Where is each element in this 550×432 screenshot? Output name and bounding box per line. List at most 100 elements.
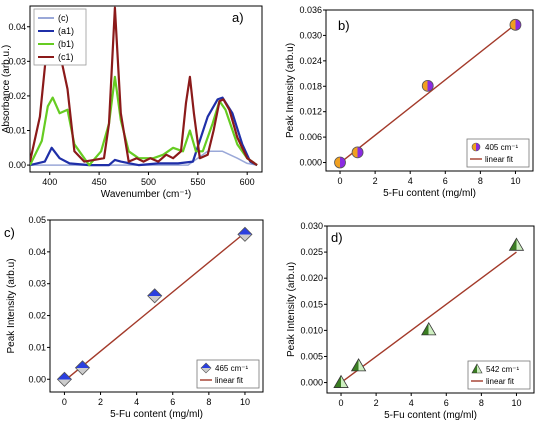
legend-entry: linear fit: [215, 376, 244, 385]
x-axis-label: 5-Fu content (mg/ml): [110, 409, 203, 420]
x-tick-label: 6: [170, 397, 175, 407]
plot-frame: [325, 9, 534, 172]
y-tick-label: 0.03: [28, 279, 46, 289]
data-point: [334, 156, 346, 169]
panel-c: 0 2 4 6 8 10 0.00 0.01 0.02 0.03 0.04 0.05 5-Fu cont…: [4, 215, 264, 420]
y-tick-label: 0.024: [299, 56, 322, 66]
legend-entry: (b1): [58, 39, 74, 49]
legend-box: [467, 360, 531, 390]
plot-frame: [29, 5, 263, 173]
data-point: [333, 374, 349, 388]
x-axis-label: 5-Fu content (mg/ml): [383, 188, 476, 199]
panel-label: c): [4, 225, 15, 240]
y-tick-label: 0.020: [300, 273, 323, 283]
legend-marker: [471, 142, 481, 152]
y-tick-label: 0.030: [299, 30, 322, 40]
x-tick-label: 10: [240, 397, 250, 407]
data-point: [421, 322, 437, 336]
plot-frame: [49, 219, 264, 393]
fit-line: [339, 23, 516, 164]
legend-entry: 405 cm⁻¹: [485, 143, 518, 152]
y-tick-label: 0.04: [8, 22, 26, 32]
y-tick-label: 0.010: [300, 325, 323, 335]
x-tick-label: 4: [409, 398, 414, 408]
x-tick-label: 8: [206, 397, 211, 407]
x-tick-label: 0: [339, 398, 344, 408]
y-tick-label: 0.036: [299, 5, 322, 15]
panel-b: 0 2 4 6 8 10 0.000 0.006 0.012 0.018 0.024 0.030 0.0…: [285, 5, 534, 199]
data-point: [147, 288, 163, 304]
y-tick-label: 0.018: [299, 81, 322, 91]
fit-line: [63, 232, 246, 382]
panel-label: a): [232, 10, 244, 25]
x-tick-label: 2: [98, 397, 103, 407]
panel-a: 400 450 500 550 600 0.00 0.01 0.02 0.03 0.04 Waven…: [1, 5, 263, 200]
data-point: [351, 146, 364, 159]
y-axis-label: Peak Intensity (arb.u): [6, 258, 17, 353]
legend-entry: 542 cm⁻¹: [486, 365, 519, 374]
legend-entry: linear fit: [485, 155, 514, 164]
y-tick-label: 0.01: [8, 126, 26, 136]
y-tick-label: 0.00: [28, 374, 46, 384]
x-tick-label: 8: [479, 398, 484, 408]
data-point: [56, 371, 73, 387]
legend-entry: (c1): [58, 52, 74, 62]
y-tick-label: 0.02: [28, 311, 46, 321]
plot-frame: [326, 225, 535, 394]
x-tick-label: 0: [338, 176, 343, 186]
x-axis-label: 5-Fu content (mg/ml): [384, 410, 477, 421]
legend-entry: 465 cm⁻¹: [215, 364, 248, 373]
x-tick-label: 2: [373, 176, 378, 186]
series-line: [30, 150, 258, 166]
y-tick-label: 0.005: [300, 351, 323, 361]
y-tick-label: 0.02: [8, 91, 26, 101]
x-tick-label: 6: [443, 176, 448, 186]
x-tick-label: 6: [444, 398, 449, 408]
legend-marker: [200, 362, 212, 374]
fit-line: [340, 251, 517, 384]
x-tick-label: 4: [134, 397, 139, 407]
panel-label: d): [331, 230, 343, 245]
x-tick-label: 400: [42, 177, 57, 187]
x-tick-label: 600: [240, 177, 255, 187]
data-point: [237, 226, 253, 242]
y-tick-label: 0.000: [300, 378, 323, 388]
data-point: [421, 79, 434, 92]
y-axis-label: Peak Intensity (arb.u): [286, 262, 297, 357]
y-tick-label: 0.04: [28, 247, 46, 257]
y-tick-label: 0.012: [299, 107, 322, 117]
legend-entry: (a1): [58, 26, 74, 36]
y-tick-label: 0.05: [28, 215, 46, 225]
y-tick-label: 0.025: [300, 247, 323, 257]
y-tick-label: 0.015: [300, 299, 323, 309]
legend-entry: linear fit: [486, 377, 515, 386]
y-axis-label: Absorbance (arb.u.): [1, 45, 12, 133]
y-tick-label: 0.00: [8, 160, 26, 170]
y-tick-label: 0.030: [300, 221, 323, 231]
panel-label: b): [338, 18, 350, 33]
x-tick-label: 0: [62, 397, 67, 407]
legend-entry: (c): [58, 13, 69, 23]
x-tick-label: 8: [478, 176, 483, 186]
legend-marker: [471, 363, 483, 374]
data-point: [350, 358, 367, 372]
x-tick-label: 2: [374, 398, 379, 408]
x-tick-label: 4: [408, 176, 413, 186]
y-tick-label: 0.03: [8, 56, 26, 66]
x-axis-label: Wavenumber (cm⁻¹): [101, 189, 191, 200]
data-point: [508, 237, 525, 251]
x-tick-label: 500: [141, 177, 156, 187]
y-tick-label: 0.01: [28, 342, 46, 352]
x-tick-label: 450: [92, 177, 107, 187]
data-point: [509, 18, 522, 31]
y-tick-label: 0.000: [299, 158, 322, 168]
series-line: [30, 6, 258, 167]
x-tick-label: 10: [510, 176, 520, 186]
y-axis-label: Peak Intensity (arb.u): [285, 43, 296, 138]
data-point: [74, 360, 91, 376]
panel-d: 0 2 4 6 8 10 0.000 0.005 0.010 0.015 0.020 0.025 0.0…: [286, 221, 535, 421]
y-tick-label: 0.006: [299, 132, 322, 142]
x-tick-label: 10: [511, 398, 521, 408]
x-tick-label: 550: [190, 177, 205, 187]
